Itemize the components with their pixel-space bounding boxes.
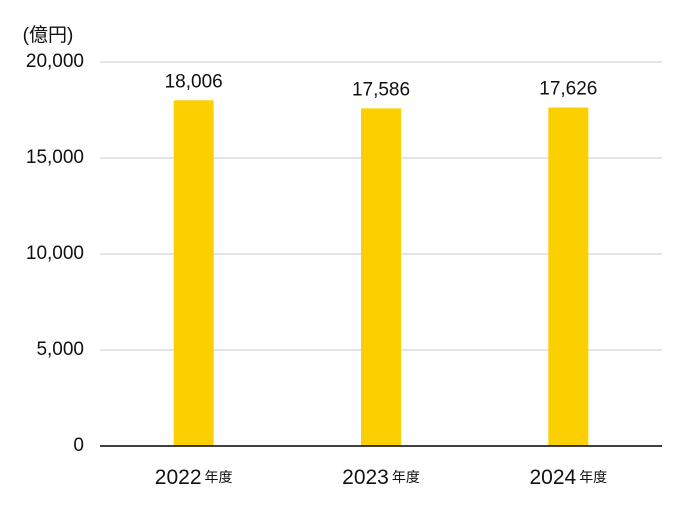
x-tick-label: 2023 年度 (342, 466, 420, 489)
y-tick-label: 0 (73, 435, 84, 456)
y-tick-label: 10,000 (26, 243, 84, 264)
bar (173, 100, 214, 447)
bar (548, 107, 589, 446)
y-tick-label: 15,000 (26, 147, 84, 168)
y-tick-label: 20,000 (26, 51, 84, 72)
value-label: 18,006 (165, 71, 223, 92)
x-tick-label: 2024 年度 (529, 466, 607, 489)
bar (361, 108, 401, 446)
value-label: 17,626 (539, 79, 597, 100)
y-axis-title: (億円) (23, 24, 74, 46)
y-tick-label: 5,000 (36, 339, 84, 360)
x-tick-label: 2022 年度 (155, 466, 233, 489)
value-label: 17,586 (352, 79, 410, 100)
